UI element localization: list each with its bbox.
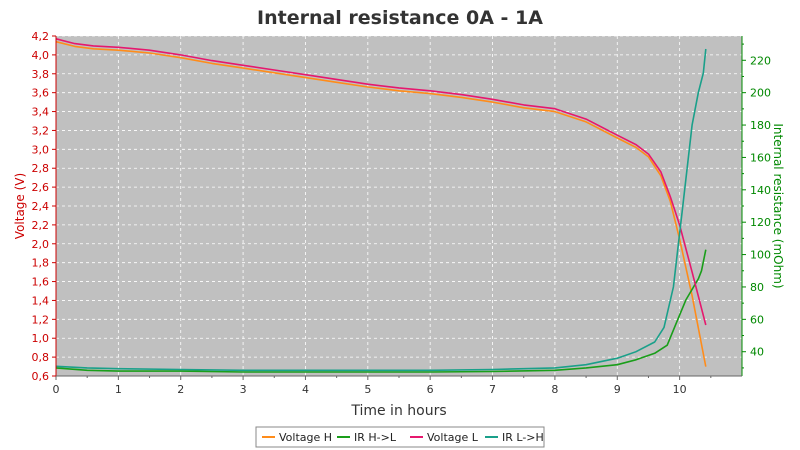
y-right-tick-label: 120 [750, 216, 771, 229]
y-left-tick-label: 3,0 [32, 143, 50, 156]
legend-label-ir-l-h: IR L->H [502, 431, 544, 444]
y-left-tick-label: 2,8 [32, 162, 50, 175]
y-axis-left-label: Voltage (V) [13, 173, 27, 239]
y-left-tick-label: 3,2 [32, 124, 50, 137]
y-right-tick-label: 200 [750, 87, 771, 100]
y-left-tick-label: 2,2 [32, 219, 50, 232]
y-right-tick-label: 60 [750, 313, 764, 326]
series-line-ir-h-l [55, 249, 707, 373]
x-tick-label: 3 [240, 383, 247, 396]
x-tick-label: 9 [614, 383, 621, 396]
x-axis-label: Time in hours [350, 403, 446, 419]
y-right-tick-label: 140 [750, 184, 771, 197]
y-left-tick-label: 1,0 [32, 332, 50, 345]
y-left-tick-label: 1,4 [32, 294, 50, 307]
y-left-tick-label: 1,2 [32, 313, 50, 326]
y-left-tick-label: 2,4 [32, 200, 50, 213]
legend-label-voltage-h: Voltage H [279, 431, 332, 444]
y-right-tick-label: 160 [750, 151, 771, 164]
x-tick-label: 5 [364, 383, 371, 396]
x-tick-label: 1 [115, 383, 122, 396]
y-left-tick-label: 2,0 [32, 238, 50, 251]
axes: 0 1 2 3 4 5 6 7 8 9 10 0,6 0,8 1,0 1,2 1,4 1,6 1,8 2,0 2,2 2… [32, 30, 772, 396]
x-tick-label: 7 [489, 383, 496, 396]
series-line-ir-l-h [55, 48, 707, 372]
y-left-tick-label: 1,6 [32, 276, 50, 289]
y-axis-right-label: Internal resistance (mOhm) [771, 123, 785, 288]
y-right-tick-label: 40 [750, 346, 764, 359]
y-right-tick-label: 180 [750, 119, 771, 132]
legend-box [255, 426, 545, 448]
x-tick-label: 8 [551, 383, 558, 396]
legend-label-voltage-l: Voltage L [427, 431, 479, 444]
y-left-tick-label: 0,6 [32, 370, 50, 383]
series-lines [55, 38, 707, 373]
x-tick-label: 10 [673, 383, 687, 396]
x-tick-label: 6 [427, 383, 434, 396]
series-line-voltage-h [55, 40, 707, 367]
y-left-tick-label: 0,8 [32, 351, 50, 364]
y-left-tick-label: 1,8 [32, 257, 50, 270]
y-right-tick-label: 100 [750, 249, 771, 262]
y-right-tick-label: 80 [750, 281, 764, 294]
y-left-tick-label: 3,8 [32, 68, 50, 81]
series-line-voltage-l [55, 38, 707, 326]
y-left-tick-label: 3,6 [32, 87, 50, 100]
chart-title: Internal resistance 0A - 1A [257, 7, 543, 29]
y-left-tick-label: 4,2 [32, 30, 50, 43]
x-tick-label: 4 [302, 383, 309, 396]
x-tick-label: 2 [177, 383, 184, 396]
legend: Voltage H IR H->L Voltage L IR L->H [255, 426, 545, 448]
y-left-tick-label: 2,6 [32, 181, 50, 194]
grid-lines [55, 35, 742, 377]
legend-label-ir-h-l: IR H->L [354, 431, 397, 444]
y-left-tick-label: 4,0 [32, 49, 50, 62]
y-right-tick-label: 220 [750, 54, 771, 67]
x-tick-label: 0 [53, 383, 60, 396]
y-left-tick-label: 3,4 [32, 106, 50, 119]
